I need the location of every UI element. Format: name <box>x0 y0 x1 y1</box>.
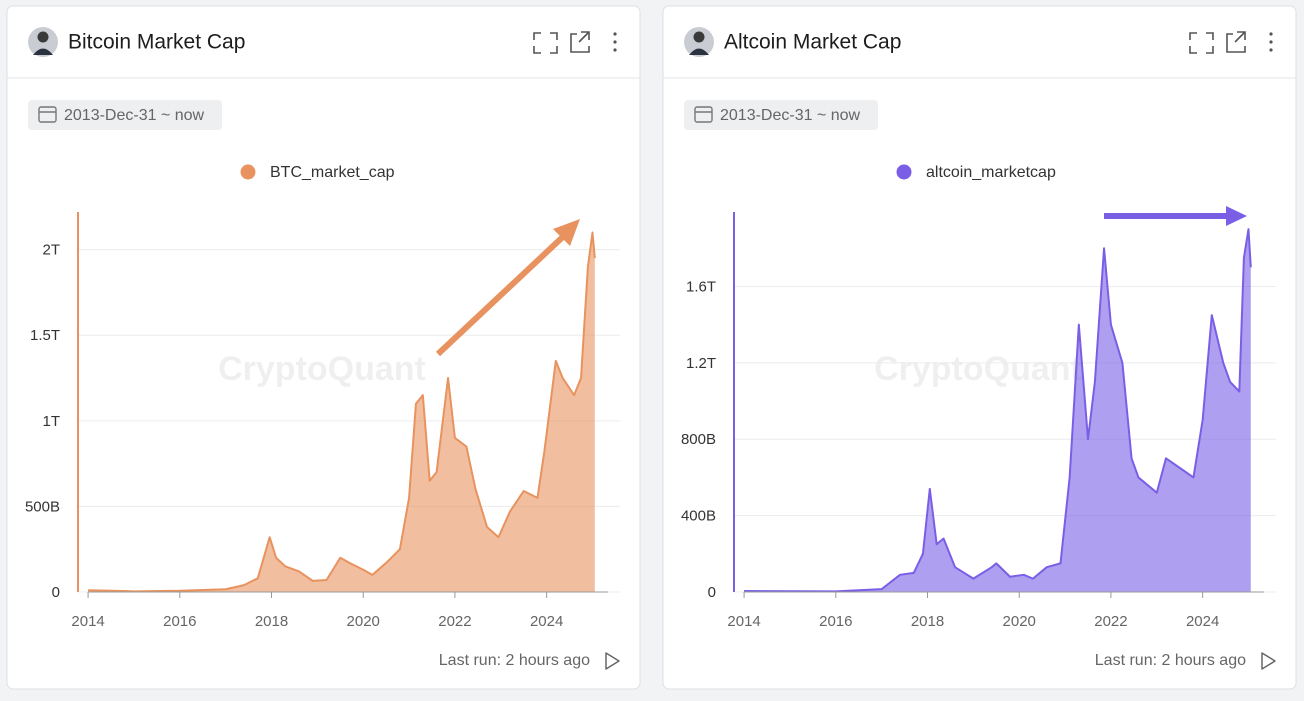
y-tick-label: 0 <box>708 584 716 601</box>
x-tick-label: 2018 <box>255 613 288 630</box>
y-tick-label: 400B <box>681 508 716 525</box>
menu-dot[interactable] <box>1269 32 1273 36</box>
legend-label[interactable]: BTC_market_cap <box>270 164 395 181</box>
menu-dot[interactable] <box>613 40 617 44</box>
open-icon[interactable] <box>570 31 590 53</box>
area-fill <box>88 232 595 593</box>
x-tick-label: 2016 <box>819 613 852 630</box>
x-tick-label: 2024 <box>530 613 563 630</box>
x-tick-label: 2022 <box>1094 613 1127 630</box>
avatar-head <box>37 31 49 43</box>
legend-marker[interactable] <box>896 164 912 180</box>
y-tick-label: 1.5T <box>30 327 60 344</box>
chart-title: Altcoin Market Cap <box>724 31 901 54</box>
date-range: 2013-Dec-31 ~ now <box>720 107 861 124</box>
calendar-icon <box>694 106 713 123</box>
y-tick-label: 500B <box>25 498 60 515</box>
avatar-body <box>33 48 53 55</box>
open-icon[interactable] <box>1226 31 1246 53</box>
calendar-icon <box>38 106 57 123</box>
menu-dot[interactable] <box>1269 40 1273 44</box>
fullscreen-icon[interactable] <box>533 32 558 54</box>
series-line <box>88 231 596 593</box>
date-pill[interactable] <box>684 100 878 130</box>
x-tick-label: 2014 <box>727 613 760 630</box>
date-pill[interactable] <box>28 100 222 130</box>
avatar-body <box>689 48 709 55</box>
x-tick-label: 2014 <box>71 613 104 630</box>
y-tick-label: 1T <box>42 413 60 430</box>
trend-arrowhead <box>1226 206 1247 226</box>
panel: Altcoin Market Cap 2013-Dec-31 ~ now altco… <box>662 5 1297 690</box>
y-tick-label: 1.2T <box>686 355 716 372</box>
y-tick-label: 1.6T <box>686 278 716 295</box>
y-tick-label: 800B <box>681 431 716 448</box>
date-range: 2013-Dec-31 ~ now <box>64 107 205 124</box>
x-tick-label: 2016 <box>163 613 196 630</box>
run-button[interactable] <box>1261 652 1276 670</box>
menu-dot[interactable] <box>613 48 617 52</box>
avatar-head <box>693 31 705 43</box>
run-button[interactable] <box>605 652 620 670</box>
x-tick-label: 2022 <box>438 613 471 630</box>
trend-arrow <box>435 230 570 357</box>
last-run: Last run: 2 hours ago <box>439 652 590 669</box>
area-fill <box>744 229 1251 593</box>
y-tick-label: 2T <box>42 242 60 259</box>
watermark: CryptoQuant <box>874 350 1082 388</box>
chart-title: Bitcoin Market Cap <box>68 31 245 54</box>
x-tick-label: 2024 <box>1186 613 1219 630</box>
last-run: Last run: 2 hours ago <box>1095 652 1246 669</box>
x-tick-label: 2020 <box>1003 613 1036 630</box>
legend-marker[interactable] <box>240 164 256 180</box>
watermark: CryptoQuant <box>218 350 426 388</box>
menu-dot[interactable] <box>613 32 617 36</box>
menu-dot[interactable] <box>1269 48 1273 52</box>
series-line <box>744 228 1252 593</box>
y-tick-label: 0 <box>52 584 60 601</box>
x-tick-label: 2018 <box>911 613 944 630</box>
fullscreen-icon[interactable] <box>1189 32 1214 54</box>
legend-label[interactable]: altcoin_marketcap <box>926 164 1056 181</box>
panel: Bitcoin Market Cap 2013-Dec-31 ~ now BTC_m… <box>6 5 641 690</box>
trend-arrowhead <box>553 219 580 246</box>
x-tick-label: 2020 <box>347 613 380 630</box>
